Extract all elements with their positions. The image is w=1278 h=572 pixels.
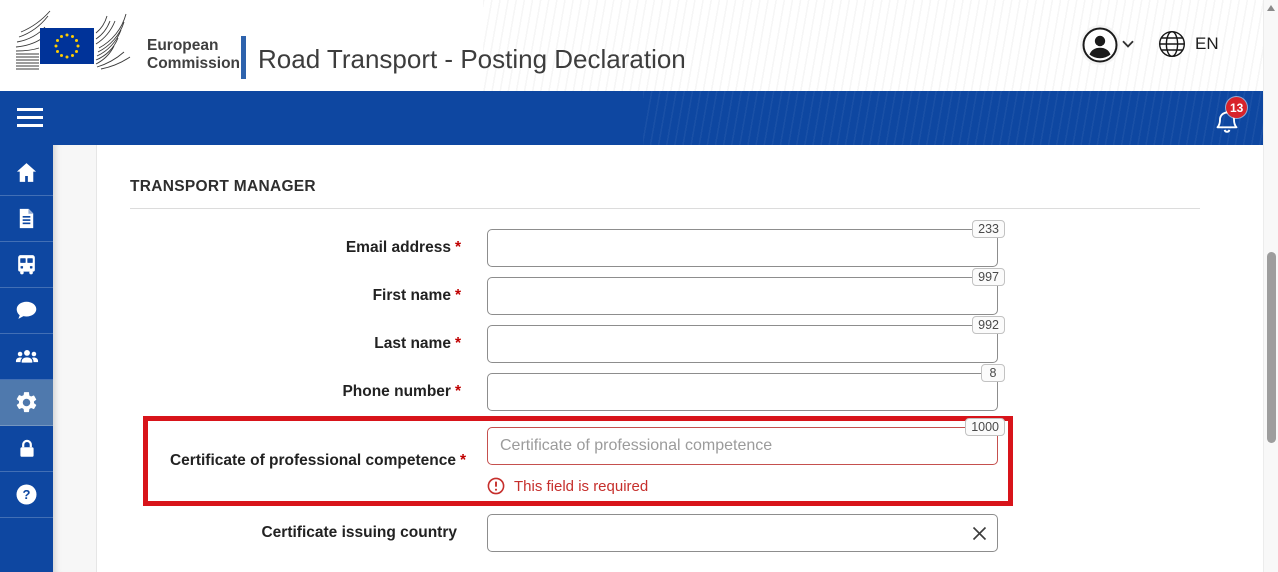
sidebar-item-security[interactable] [0, 426, 53, 472]
top-navbar: 13 [0, 91, 1263, 145]
brand-text: European Commission [147, 37, 240, 73]
scroll-up-arrow-icon[interactable] [1267, 5, 1275, 11]
sidebar-item-documents[interactable] [0, 196, 53, 242]
phone-number-input[interactable] [487, 373, 998, 411]
required-asterisk: * [454, 383, 461, 400]
error-text: This field is required [514, 477, 649, 495]
users-icon [15, 349, 38, 363]
navbar-watermark [643, 91, 1263, 145]
clear-field-button[interactable] [969, 523, 989, 543]
char-counter: 997 [972, 268, 1005, 286]
email-label: Email address * [345, 239, 461, 256]
transport-icon [18, 255, 35, 275]
first-name-input[interactable] [487, 277, 998, 315]
form-row-email: Email address * 233 [97, 220, 1263, 272]
european-commission-logo-icon [15, 10, 131, 70]
sidebar-item-home[interactable] [0, 150, 53, 196]
sidebar-item-users[interactable] [0, 334, 53, 380]
char-counter: 992 [972, 316, 1005, 334]
close-icon [972, 526, 986, 540]
language-selector[interactable]: EN [1158, 30, 1219, 58]
form-row-first-name: First name * 997 [97, 268, 1263, 320]
messages-icon [16, 301, 37, 319]
security-icon [19, 439, 34, 457]
issuing-country-input[interactable] [487, 514, 998, 552]
error-highlight-box: Certificate of professional competence * … [143, 416, 1013, 506]
globe-icon [1158, 30, 1186, 58]
scrollbar-thumb[interactable] [1266, 252, 1276, 443]
section-divider [130, 208, 1200, 209]
sidebar-item-help[interactable]: ? [0, 472, 53, 518]
page-title: Road Transport - Posting Declaration [258, 44, 686, 74]
issuing-country-label: Certificate issuing country [261, 524, 457, 541]
last-name-label: Last name * [374, 335, 461, 352]
documents-icon [19, 208, 34, 229]
required-asterisk: * [454, 287, 461, 304]
help-icon: ? [16, 484, 37, 505]
notification-count-badge: 13 [1226, 97, 1248, 118]
avatar-icon [1082, 27, 1118, 63]
sidebar-item-transport[interactable] [0, 242, 53, 288]
certificate-input[interactable] [487, 427, 998, 465]
char-counter: 1000 [965, 418, 1005, 436]
sidebar-item-messages[interactable] [0, 288, 53, 334]
user-menu-button[interactable] [1080, 25, 1120, 65]
brand-line2: Commission [147, 54, 241, 72]
certificate-label: Certificate of professional competence * [169, 452, 466, 469]
transport-manager-form: Email address * 233 First name * 997 Last … [97, 220, 1263, 557]
phone-label: Phone number * [342, 383, 461, 400]
email-input[interactable] [487, 229, 998, 267]
sidebar-item-settings[interactable] [0, 380, 53, 426]
brand-line1: European [147, 37, 219, 54]
title-separator [241, 36, 246, 79]
form-row-phone: Phone number * 8 [97, 364, 1263, 416]
last-name-input[interactable] [487, 325, 998, 363]
first-name-label: First name * [372, 287, 461, 304]
settings-icon [16, 392, 37, 413]
chevron-down-icon [1122, 40, 1134, 48]
validation-error: This field is required [487, 477, 998, 495]
form-row-issuing-country: Certificate issuing country [97, 509, 1263, 557]
notifications-button[interactable]: 13 [1212, 97, 1248, 140]
section-title: TRANSPORT MANAGER [130, 178, 316, 195]
sidebar: ? [0, 145, 53, 572]
required-asterisk: * [454, 239, 461, 256]
required-asterisk: * [454, 335, 461, 352]
main-content: TRANSPORT MANAGER Email address * 233 Fir… [96, 145, 1263, 572]
required-asterisk: * [459, 452, 466, 469]
language-label: EN [1195, 34, 1219, 53]
char-counter: 233 [972, 220, 1005, 238]
form-row-last-name: Last name * 992 [97, 316, 1263, 368]
home-icon [16, 163, 37, 182]
content-gutter [53, 145, 96, 572]
char-counter: 8 [981, 364, 1005, 382]
svg-text:?: ? [23, 487, 31, 502]
menu-button[interactable] [17, 108, 43, 128]
header: European Commission Road Transport - Pos… [0, 0, 1263, 91]
error-icon [487, 477, 505, 495]
vertical-scrollbar[interactable] [1263, 0, 1278, 572]
